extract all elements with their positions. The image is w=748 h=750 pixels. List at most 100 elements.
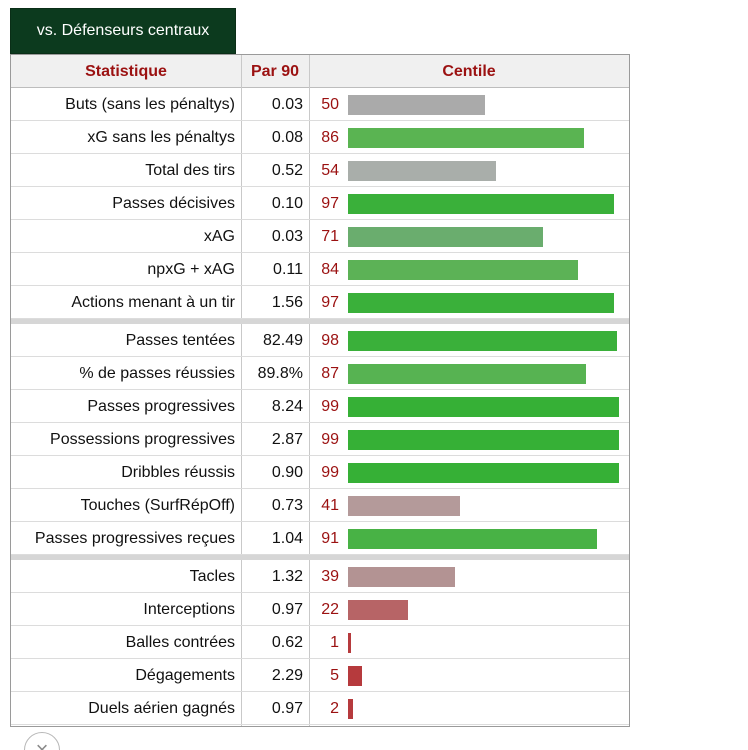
table-row: Passes progressives reçues 1.04 91	[11, 522, 629, 555]
comparison-tab[interactable]: vs. Défenseurs centraux	[10, 8, 236, 54]
per90-value: 0.90	[271, 464, 303, 481]
percentile-bar	[348, 430, 619, 450]
percentile-bar	[348, 293, 614, 313]
per90-value: 0.11	[273, 261, 303, 278]
column-divider	[241, 55, 242, 726]
table-row: npxG + xAG 0.11 84	[11, 253, 629, 286]
table-row: Dégagements 2.29 5	[11, 659, 629, 692]
table-row: Passes décisives 0.10 97	[11, 187, 629, 220]
header-per90: Par 90	[250, 63, 300, 80]
percentile-value: 99	[321, 398, 339, 415]
stat-label: % de passes réussies	[79, 365, 235, 382]
table-row: Actions menant à un tir 1.56 97	[11, 286, 629, 319]
percentile-bar	[348, 331, 617, 351]
per90-value: 0.97	[271, 700, 303, 717]
stat-label: Passes progressives reçues	[34, 530, 235, 547]
per90-value: 0.10	[271, 195, 303, 212]
percentile-value: 84	[321, 261, 339, 278]
percentile-bar	[348, 699, 353, 719]
stat-label: Passes décisives	[112, 195, 235, 212]
percentile-value: 91	[321, 530, 339, 547]
table-row: Possessions progressives 2.87 99	[11, 423, 629, 456]
table-row: Duels aérien gagnés 0.97 2	[11, 692, 629, 725]
percentile-table: Statistique Par 90 Centile Buts (sans le…	[10, 54, 630, 727]
table-row: Total des tirs 0.52 54	[11, 154, 629, 187]
percentile-bar	[348, 128, 584, 148]
per90-value: 0.03	[271, 96, 303, 113]
percentile-bar	[348, 496, 460, 516]
percentile-bar	[348, 227, 543, 247]
close-icon[interactable]: ×	[24, 732, 60, 750]
percentile-bar	[348, 194, 614, 214]
table-row: Interceptions 0.97 22	[11, 593, 629, 626]
percentile-value: 99	[321, 464, 339, 481]
stat-label: xG sans les pénaltys	[87, 129, 235, 146]
stat-label: Dégagements	[135, 667, 235, 684]
stat-label: Passes tentées	[125, 332, 235, 349]
percentile-bar	[348, 666, 362, 686]
per90-value: 89.8%	[257, 365, 303, 382]
per90-value: 0.73	[271, 497, 303, 514]
per90-value: 0.03	[271, 228, 303, 245]
table-row: Balles contrées 0.62 1	[11, 626, 629, 659]
per90-value: 0.62	[271, 634, 303, 651]
group-separator	[11, 319, 629, 324]
percentile-bar	[348, 397, 619, 417]
stat-label: Interceptions	[143, 601, 235, 618]
table-row: Dribbles réussis 0.90 99	[11, 456, 629, 489]
percentile-bar	[348, 260, 578, 280]
percentile-bar	[348, 161, 496, 181]
percentile-value: 39	[321, 568, 339, 585]
per90-value: 1.04	[271, 530, 303, 547]
group-separator	[11, 555, 629, 560]
table-row: % de passes réussies 89.8% 87	[11, 357, 629, 390]
header-percentile: Centile	[442, 63, 496, 80]
percentile-value: 22	[321, 601, 339, 618]
table-header: Statistique Par 90 Centile	[11, 55, 629, 88]
percentile-value: 5	[330, 667, 339, 684]
per90-value: 0.97	[271, 601, 303, 618]
percentile-bar	[348, 463, 619, 483]
percentile-value: 97	[321, 294, 339, 311]
stat-label: Actions menant à un tir	[71, 294, 235, 311]
stat-label: Duels aérien gagnés	[88, 700, 235, 717]
header-stat: Statistique	[85, 63, 167, 80]
table-row: Tacles 1.32 39	[11, 560, 629, 593]
stat-label: npxG + xAG	[147, 261, 235, 278]
percentile-value: 99	[321, 431, 339, 448]
percentile-value: 98	[321, 332, 339, 349]
per90-value: 2.87	[271, 431, 303, 448]
percentile-bar	[348, 567, 455, 587]
stat-label: xAG	[203, 228, 235, 245]
per90-value: 0.52	[271, 162, 303, 179]
percentile-bar	[348, 364, 586, 384]
percentile-value: 2	[330, 700, 339, 717]
table-row: Passes progressives 8.24 99	[11, 390, 629, 423]
table-row: xG sans les pénaltys 0.08 86	[11, 121, 629, 154]
percentile-value: 97	[321, 195, 339, 212]
stat-label: Total des tirs	[145, 162, 235, 179]
per90-value: 8.24	[271, 398, 303, 415]
per90-value: 0.08	[271, 129, 303, 146]
percentile-bar	[348, 529, 597, 549]
per90-value: 1.56	[271, 294, 303, 311]
per90-value: 2.29	[271, 667, 303, 684]
column-divider	[309, 55, 310, 726]
stat-label: Buts (sans les pénaltys)	[65, 96, 235, 113]
stat-label: Balles contrées	[125, 634, 235, 651]
stat-label: Touches (SurfRépOff)	[80, 497, 235, 514]
per90-value: 1.32	[271, 568, 303, 585]
percentile-value: 1	[330, 634, 339, 651]
percentile-value: 41	[321, 497, 339, 514]
percentile-value: 71	[321, 228, 339, 245]
percentile-bar	[348, 95, 485, 115]
stat-label: Possessions progressives	[50, 431, 235, 448]
percentile-bar	[348, 633, 351, 653]
percentile-value: 87	[321, 365, 339, 382]
table-row: Touches (SurfRépOff) 0.73 41	[11, 489, 629, 522]
percentile-value: 50	[321, 96, 339, 113]
percentile-value: 54	[321, 162, 339, 179]
percentile-bar	[348, 600, 408, 620]
table-row: Passes tentées 82.49 98	[11, 324, 629, 357]
per90-value: 82.49	[262, 332, 303, 349]
